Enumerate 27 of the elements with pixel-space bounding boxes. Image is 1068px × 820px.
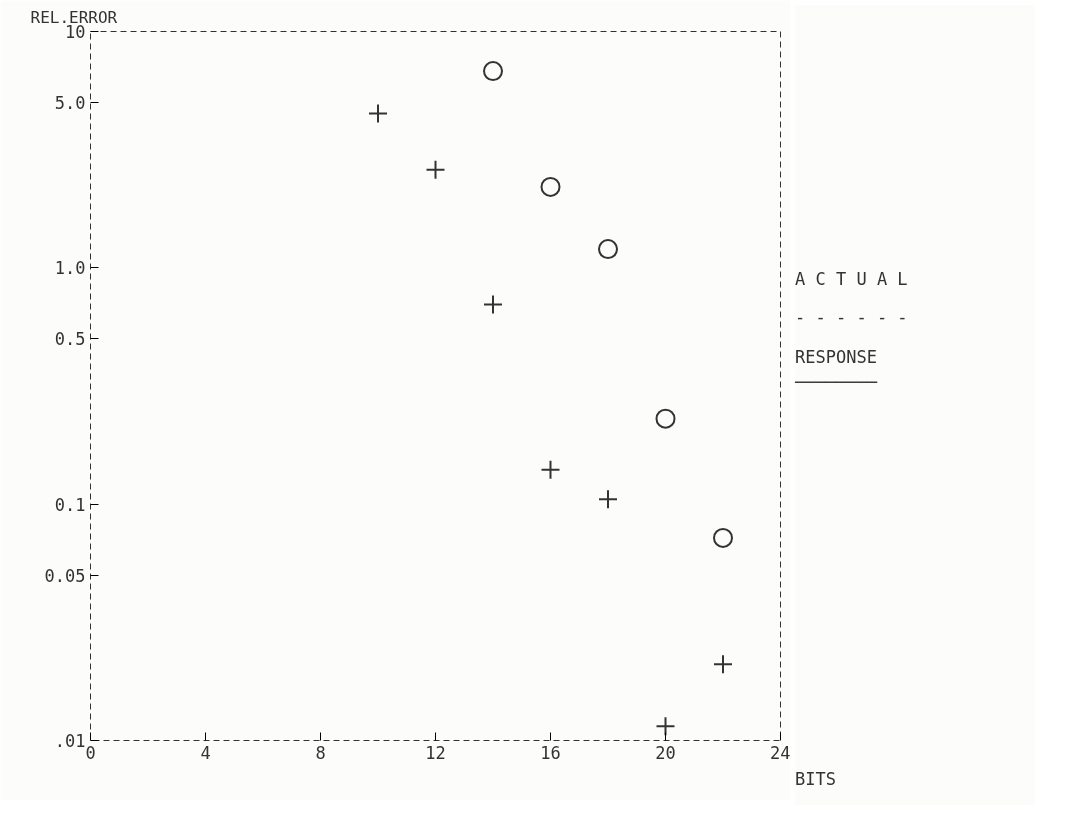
point xyxy=(483,61,503,82)
point xyxy=(598,239,618,260)
x-tick-label: 24 xyxy=(770,742,791,763)
y-tick-label: 5.0 xyxy=(54,93,86,114)
y-tick-label: 0.1 xyxy=(54,494,86,515)
x-tick-label: 20 xyxy=(655,742,676,763)
y-tick-label: 10 xyxy=(65,22,86,42)
text: A C T U A L xyxy=(795,268,908,291)
x-tick-label: 12 xyxy=(425,742,446,763)
text: - - - - - - xyxy=(795,306,908,329)
x-tick-label: 16 xyxy=(540,742,561,763)
y-tick-label: 1.0 xyxy=(54,258,86,279)
point xyxy=(540,176,561,197)
point xyxy=(713,527,733,548)
point xyxy=(655,408,676,429)
text: ──────── xyxy=(795,371,877,394)
x-axis-title: BITS xyxy=(795,768,836,791)
point xyxy=(655,716,676,737)
x-tick-label: 0 xyxy=(85,742,96,763)
text: RESPONSE xyxy=(795,346,877,369)
y-tick-label: 0.05 xyxy=(44,565,86,586)
y-tick-label: 0.5 xyxy=(54,329,86,350)
x-tick-label: 4 xyxy=(200,742,211,763)
x-tick-label: 8 xyxy=(315,742,326,763)
y-tick-label: .01 xyxy=(54,731,86,751)
point xyxy=(540,459,561,480)
point xyxy=(425,159,446,180)
